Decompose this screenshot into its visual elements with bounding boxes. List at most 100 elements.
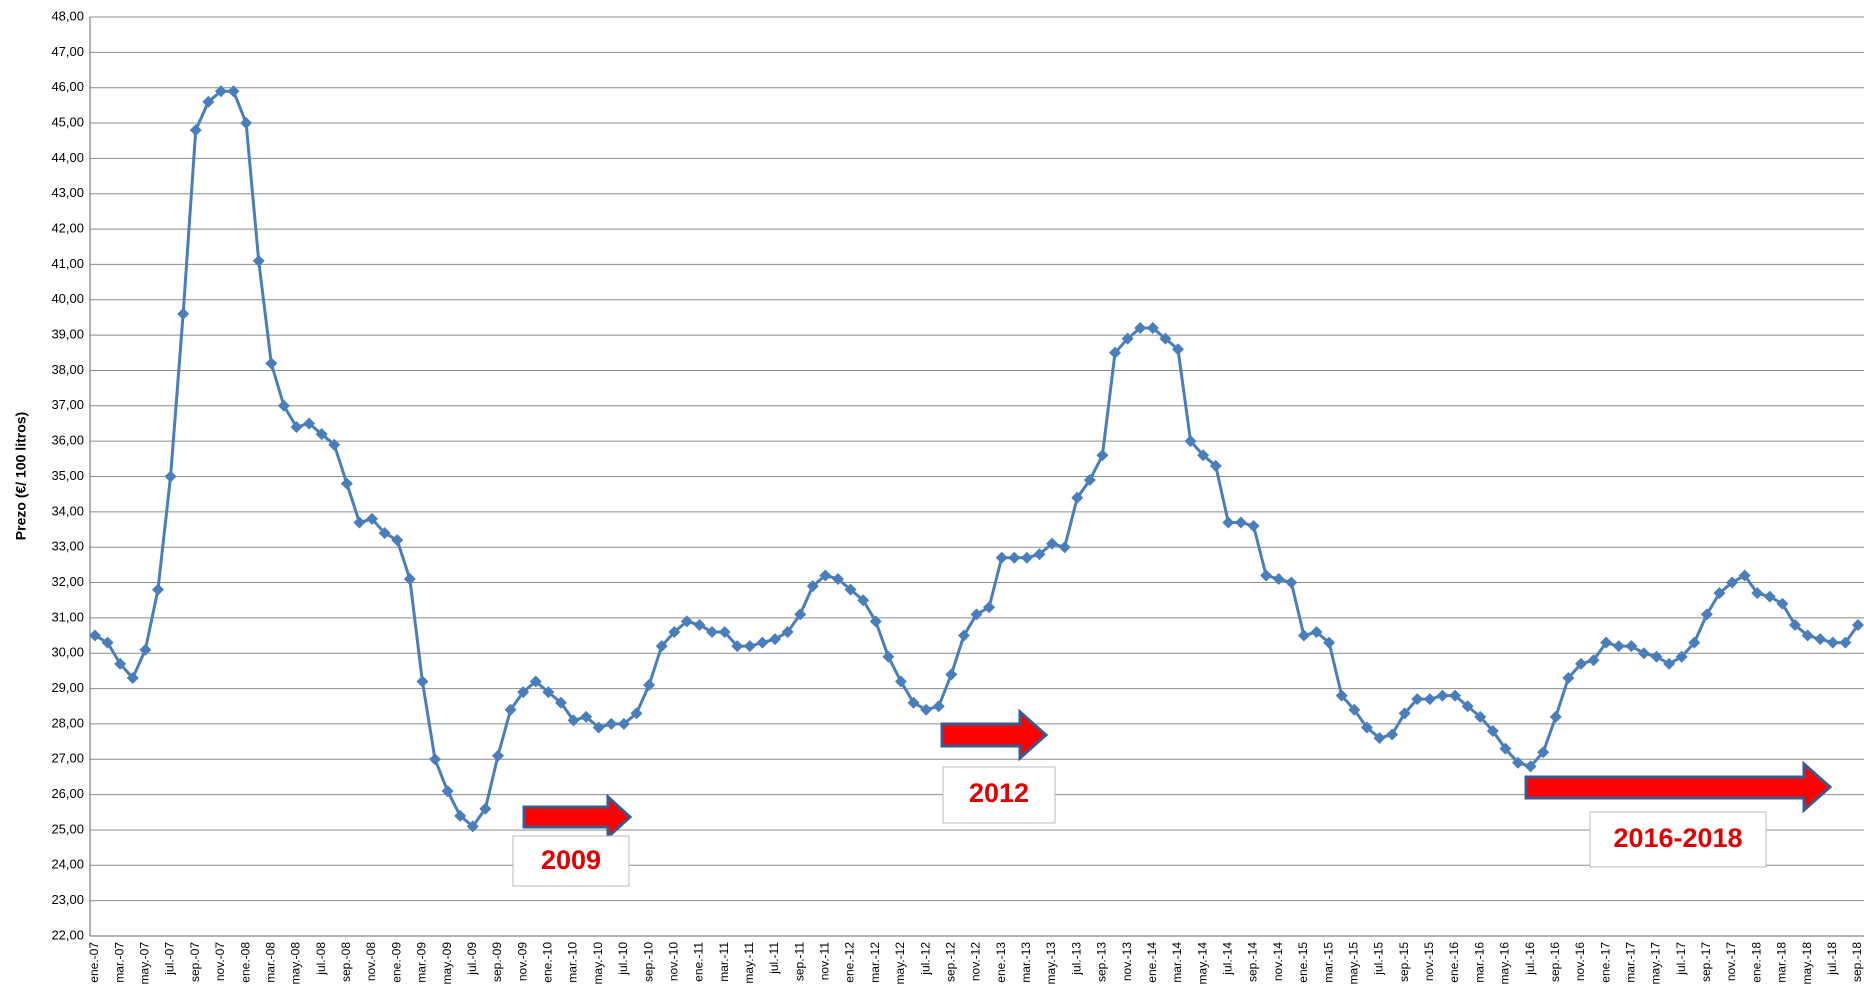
y-tick-label: 29,00 [51,680,84,695]
data-point [240,117,253,130]
data-point [1637,647,1650,660]
data-point [1461,700,1474,713]
x-tick-label: sep.-17 [1699,942,1713,982]
data-point [580,710,593,723]
y-tick-label: 23,00 [51,892,84,907]
data-point [1020,551,1033,564]
data-point [1297,629,1310,642]
data-point [1033,548,1046,561]
y-tick-label: 35,00 [51,468,84,483]
data-point [1625,640,1638,653]
x-tick-label: nov.-10 [666,942,680,981]
data-point [504,703,517,716]
x-tick-label: jul.-13 [1069,942,1083,976]
data-point [1801,629,1814,642]
data-point [806,580,819,593]
data-point [1046,537,1059,550]
y-tick-label: 39,00 [51,327,84,342]
data-point [769,633,782,646]
data-point [353,516,366,529]
data-point [139,643,152,656]
y-tick-label: 27,00 [51,751,84,766]
data-point [1247,519,1260,532]
y-tick-label: 37,00 [51,397,84,412]
x-tick-label: ene.-08 [238,942,252,983]
data-point [1096,449,1109,462]
data-point [592,721,605,734]
x-tick-label: may.-14 [1195,942,1209,985]
x-tick-label: mar.-11 [717,942,731,982]
data-point [1814,633,1827,646]
data-point [983,601,996,614]
x-tick-label: jul.-09 [465,942,479,976]
y-tick-label: 31,00 [51,609,84,624]
annotation-box [512,835,630,887]
x-tick-label: ene.-12 [843,942,857,983]
data-point [1373,732,1386,745]
data-point [643,679,656,692]
data-point [1839,636,1852,649]
annotation-box [942,766,1056,824]
x-tick-label: ene.-11 [692,942,706,982]
data-point [1197,449,1210,462]
y-axis-label: Prezo (€/ 100 litros) [13,412,29,540]
x-tick-label: nov.-08 [364,942,378,981]
data-point [1348,703,1361,716]
x-tick-label: jul.-15 [1372,942,1386,976]
data-point [831,573,844,586]
data-point [441,785,454,798]
x-tick-label: jul.-14 [1221,942,1235,976]
data-point [1537,746,1550,759]
data-point [869,615,882,628]
arrow [1524,760,1833,814]
x-tick-label: nov.-16 [1573,942,1587,981]
x-tick-label: sep.-11 [792,942,806,981]
x-tick-label: sep.-10 [641,942,655,982]
x-tick-label: jul.-11 [767,942,781,975]
x-tick-label: jul.-18 [1825,942,1839,976]
data-point [1436,689,1449,702]
x-tick-label: nov.-12 [969,942,983,981]
data-point [1323,636,1336,649]
data-point [1411,693,1424,706]
x-tick-label: sep.-14 [1246,942,1260,982]
data-point [693,618,706,631]
data-point [340,477,353,490]
y-tick-label: 40,00 [51,291,84,306]
data-point [189,124,202,137]
x-tick-label: sep.-18 [1850,942,1864,982]
x-tick-label: mar.-09 [415,942,429,983]
data-point [781,626,794,639]
x-tick-label: mar.-13 [1019,942,1033,983]
data-point [252,254,265,267]
x-tick-label: may.-11 [742,942,756,984]
data-point [1486,724,1499,737]
y-tick-label: 38,00 [51,362,84,377]
data-point [1499,742,1512,755]
data-point [290,421,303,434]
y-tick-label: 46,00 [51,79,84,94]
x-tick-label: mar.-16 [1472,942,1486,983]
data-point [416,675,429,688]
data-point [706,626,719,639]
y-tick-label: 44,00 [51,150,84,165]
x-tick-label: sep.-16 [1548,942,1562,982]
data-point [1852,618,1864,631]
data-point [315,428,328,441]
x-tick-label: may.-18 [1800,942,1814,985]
data-point [605,717,618,730]
data-point [1310,626,1323,639]
x-tick-label: jul.-08 [314,942,328,976]
y-tick-label: 32,00 [51,574,84,589]
x-tick-label: ene.-13 [994,942,1008,983]
data-point [1826,636,1839,649]
data-point [1386,728,1399,741]
series-line [94,89,1860,829]
arrow [522,793,633,841]
data-point [894,675,907,688]
data-point [668,626,681,639]
data-point [756,636,769,649]
data-point [151,583,164,596]
x-tick-label: jul.-07 [163,942,177,976]
data-point [1650,650,1663,663]
